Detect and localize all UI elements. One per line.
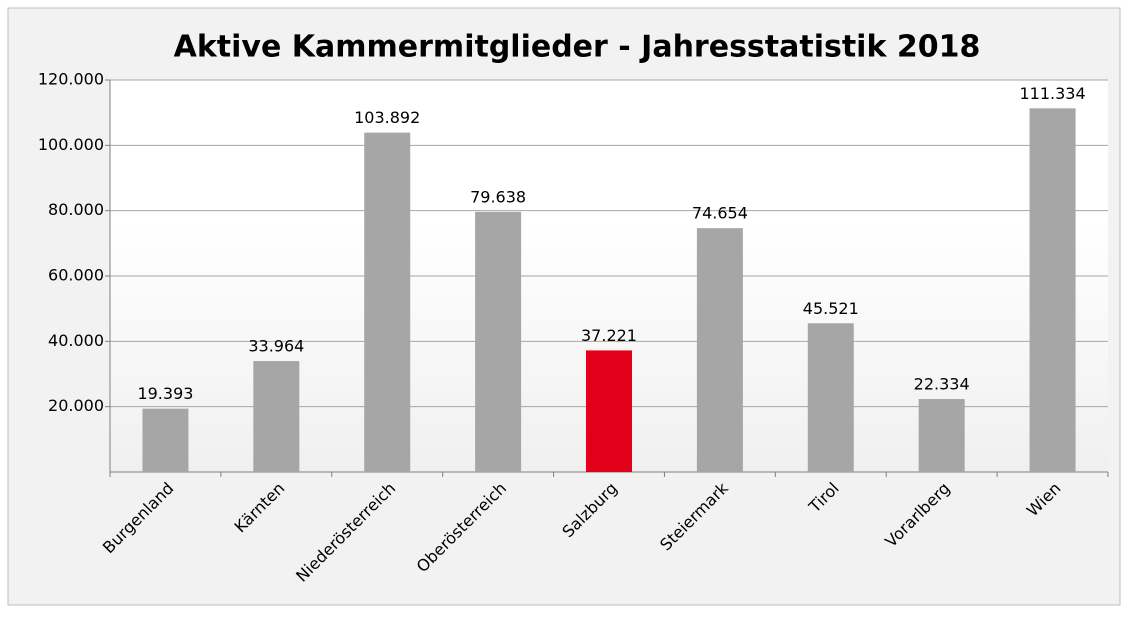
value-label: 22.334 <box>914 375 970 394</box>
y-tick-label: 60.000 <box>48 266 104 285</box>
value-label: 103.892 <box>354 108 420 127</box>
chart-title: Aktive Kammermitglieder - Jahresstatisti… <box>174 30 981 65</box>
y-tick-label: 80.000 <box>48 200 104 219</box>
y-tick-label: 20.000 <box>48 396 104 415</box>
value-label: 79.638 <box>470 187 526 206</box>
bar <box>253 361 300 472</box>
bar <box>586 350 632 472</box>
value-label: 111.334 <box>1019 84 1085 103</box>
y-tick-label: 100.000 <box>38 135 104 154</box>
bar <box>696 228 743 472</box>
bar <box>918 399 965 472</box>
value-label: 37.221 <box>581 326 637 345</box>
bar <box>142 408 189 472</box>
bar <box>475 211 522 473</box>
value-label: 74.654 <box>692 204 748 223</box>
value-label: 45.521 <box>803 299 859 318</box>
bar <box>364 132 411 473</box>
y-tick-label: 40.000 <box>48 331 104 350</box>
value-label: 19.393 <box>137 384 193 403</box>
value-label: 33.964 <box>248 337 304 356</box>
y-tick-label: 120.000 <box>38 70 104 89</box>
bar <box>807 323 854 472</box>
bar <box>1029 108 1076 473</box>
